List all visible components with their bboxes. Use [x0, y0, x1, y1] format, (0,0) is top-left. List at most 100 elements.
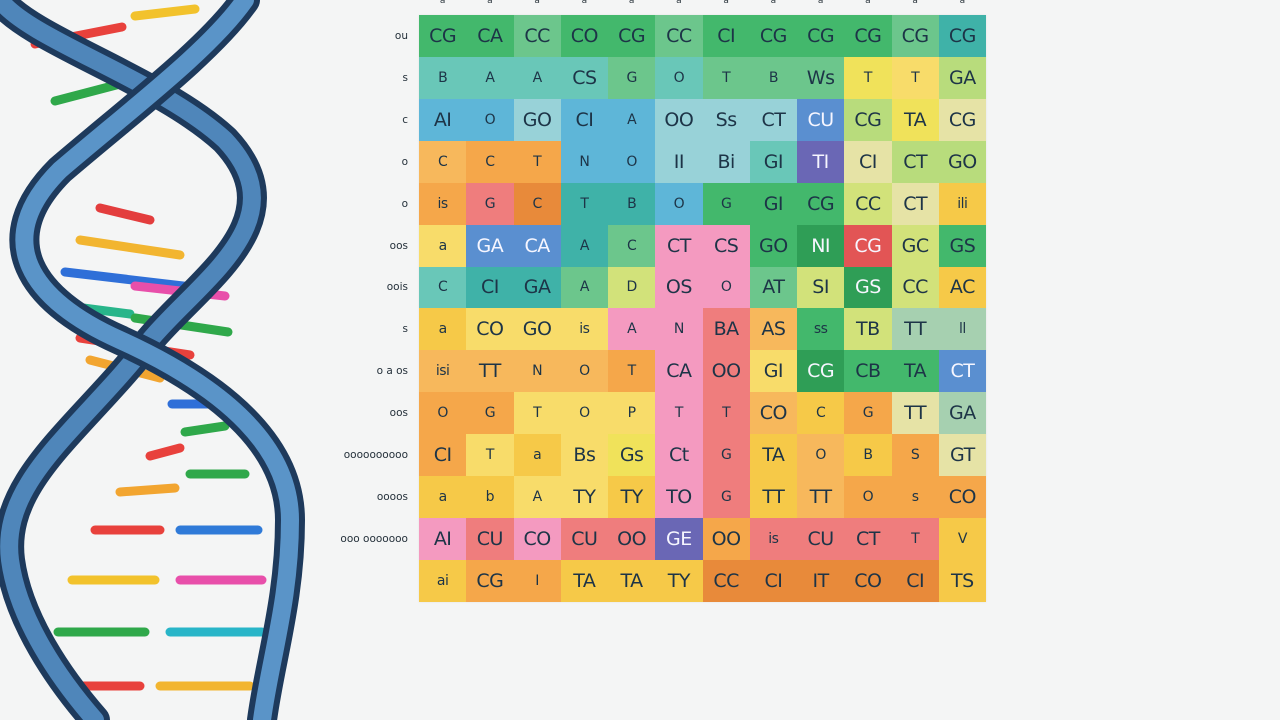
matrix-cell: TS	[938, 559, 986, 602]
matrix-cell: AI	[419, 518, 467, 560]
matrix-cell: A	[513, 56, 561, 99]
matrix-cell: CU	[560, 518, 608, 560]
dna-helix-illustration	[0, 0, 306, 720]
matrix-cell: CG	[844, 224, 892, 267]
matrix-cell: A	[466, 56, 514, 99]
column-label: a	[723, 0, 729, 6]
matrix-cell: CO	[938, 476, 986, 519]
matrix-cell: T	[655, 392, 703, 435]
matrix-cell: N	[513, 350, 561, 393]
matrix-cell: B	[749, 56, 797, 99]
row-label: o	[401, 155, 408, 168]
matrix-cell: GI	[749, 140, 797, 183]
matrix-cell: CS	[560, 56, 608, 99]
matrix-cell: CG	[749, 15, 797, 57]
column-label: a	[534, 0, 540, 6]
matrix-cell: CG	[797, 182, 845, 225]
matrix-cell: O	[702, 266, 750, 309]
row-label: c	[402, 113, 408, 126]
matrix-cell: O	[608, 140, 656, 183]
matrix-cell: CT	[891, 182, 939, 225]
matrix-cell: C	[466, 140, 514, 183]
matrix-cell: TT	[466, 350, 514, 393]
row-label: o a os	[376, 365, 408, 378]
matrix-cell: B	[608, 182, 656, 225]
matrix-cell: GO	[749, 224, 797, 267]
nucleotide-matrix-grid: CG CA CC CO CG CC CI CG CG CG CG CG B A A CS G O T B Ws T T GA A…	[419, 15, 986, 602]
matrix-cell: CO	[844, 559, 892, 602]
matrix-cell: OO	[702, 518, 750, 560]
column-label: a	[676, 0, 682, 6]
matrix-cell: CI	[560, 98, 608, 141]
matrix-cell: OS	[655, 266, 703, 309]
matrix-cell: G	[702, 434, 750, 477]
matrix-cell: TA	[891, 98, 939, 141]
column-label: a	[628, 0, 635, 6]
matrix-cell: S	[891, 434, 939, 477]
matrix-cell: TT	[797, 476, 845, 519]
matrix-cell: GO	[513, 98, 561, 141]
matrix-cell: B	[844, 434, 892, 477]
matrix-cell: TI	[797, 140, 845, 183]
matrix-cell: T	[608, 350, 656, 393]
matrix-cell: G	[608, 56, 656, 99]
matrix-cell: T	[513, 392, 561, 435]
matrix-cell: C	[419, 266, 467, 309]
row-label: oois	[386, 281, 408, 294]
matrix-cell: GS	[938, 224, 986, 267]
matrix-cell: CG	[466, 559, 514, 602]
matrix-cell: A	[608, 98, 656, 141]
matrix-cell: C	[513, 182, 561, 225]
matrix-cell: CT	[891, 140, 939, 183]
matrix-cell: CI	[702, 15, 750, 57]
matrix-cell: TY	[560, 476, 608, 519]
matrix-cell: OO	[608, 518, 656, 560]
matrix-cell: CA	[655, 350, 703, 393]
matrix-cell: GA	[938, 56, 986, 99]
matrix-cell: a	[419, 476, 467, 519]
matrix-cell: CC	[513, 15, 561, 57]
matrix-cell: T	[891, 518, 939, 560]
matrix-cell: CB	[844, 350, 892, 393]
matrix-cell: AI	[419, 98, 467, 141]
matrix-cell: CC	[844, 182, 892, 225]
column-label: a	[865, 0, 871, 6]
column-label: a	[912, 0, 918, 6]
matrix-cell: CG	[938, 98, 986, 141]
matrix-cell: D	[608, 266, 656, 309]
matrix-cell: GS	[844, 266, 892, 309]
matrix-cell: T	[702, 56, 750, 99]
matrix-cell: TA	[749, 434, 797, 477]
column-label: a	[487, 0, 493, 6]
matrix-cell: CU	[797, 518, 845, 560]
matrix-cell: GO	[938, 140, 986, 183]
matrix-cell: C	[419, 140, 467, 183]
matrix-cell: s	[891, 476, 939, 519]
matrix-cell: Bs	[560, 434, 608, 477]
matrix-cell: CG	[608, 15, 656, 57]
matrix-cell: O	[560, 392, 608, 435]
matrix-cell: CG	[844, 15, 892, 57]
matrix-cell: A	[608, 308, 656, 351]
row-label: o	[401, 197, 408, 210]
matrix-cell: CI	[844, 140, 892, 183]
matrix-cell: CU	[466, 518, 514, 560]
matrix-cell: CG	[891, 15, 939, 57]
matrix-cell: CG	[419, 15, 467, 57]
matrix-cell: CS	[702, 224, 750, 267]
matrix-cell: CO	[466, 308, 514, 351]
matrix-cell: CG	[797, 15, 845, 57]
matrix-cell: TO	[655, 476, 703, 519]
matrix-cell: a	[419, 308, 467, 351]
matrix-cell: NI	[797, 224, 845, 267]
matrix-cell: isi	[419, 350, 467, 393]
row-label: ou	[394, 29, 408, 42]
matrix-cell: b	[466, 476, 514, 519]
matrix-cell: Bi	[702, 140, 750, 183]
matrix-cell: TY	[655, 559, 703, 602]
matrix-cell: AS	[749, 308, 797, 351]
matrix-cell: CG	[938, 15, 986, 57]
matrix-cell: BA	[702, 308, 750, 351]
matrix-cell: T	[891, 56, 939, 99]
